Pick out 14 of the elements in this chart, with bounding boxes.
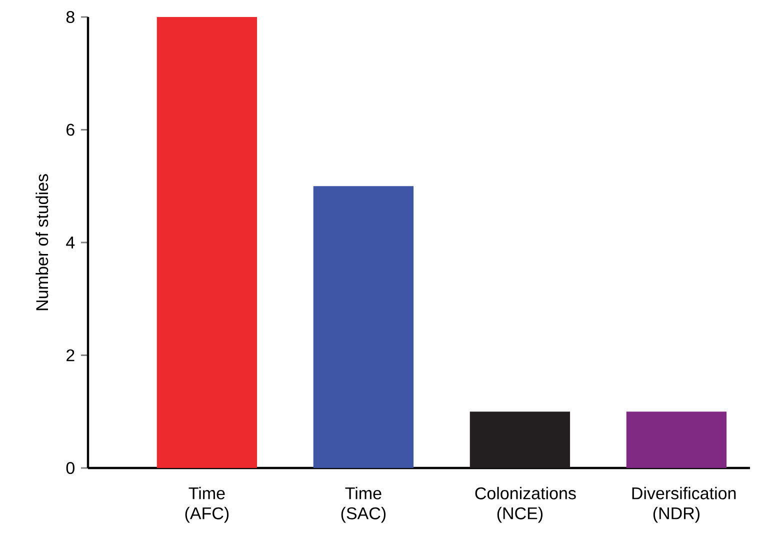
x-tick-label: Time (SAC) <box>341 486 386 523</box>
x-tick-label: Time (AFC) <box>185 486 229 523</box>
y-axis-title: Number of studies <box>36 174 48 310</box>
bar <box>313 186 414 468</box>
y-tick-label: 2 <box>66 349 74 362</box>
y-tick-label: 6 <box>66 124 74 136</box>
y-tick-label: 4 <box>66 236 75 248</box>
x-tick-label: Colonizations (NCE) <box>475 486 576 523</box>
bar <box>156 17 258 468</box>
y-tick-label: 0 <box>66 462 74 474</box>
y-tick-label: 8 <box>66 10 74 24</box>
x-tick-label: Diversification (NDR) <box>632 486 736 523</box>
bar <box>626 412 727 468</box>
bar <box>470 412 570 468</box>
